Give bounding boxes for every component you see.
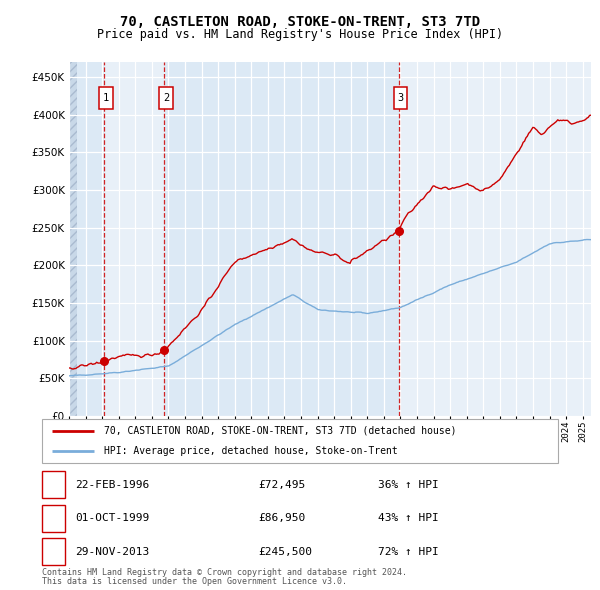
Text: 29-NOV-2013: 29-NOV-2013	[75, 547, 149, 557]
Text: 43% ↑ HPI: 43% ↑ HPI	[378, 513, 439, 523]
Text: Contains HM Land Registry data © Crown copyright and database right 2024.: Contains HM Land Registry data © Crown c…	[42, 568, 407, 577]
Text: 01-OCT-1999: 01-OCT-1999	[75, 513, 149, 523]
Text: 72% ↑ HPI: 72% ↑ HPI	[378, 547, 439, 557]
FancyBboxPatch shape	[99, 87, 113, 109]
Text: £245,500: £245,500	[258, 547, 312, 557]
Text: £72,495: £72,495	[258, 480, 305, 490]
Text: 2: 2	[163, 93, 169, 103]
Text: 1: 1	[103, 93, 109, 103]
Text: 3: 3	[50, 547, 56, 557]
Text: 70, CASTLETON ROAD, STOKE-ON-TRENT, ST3 7TD (detached house): 70, CASTLETON ROAD, STOKE-ON-TRENT, ST3 …	[104, 426, 457, 436]
Text: Price paid vs. HM Land Registry's House Price Index (HPI): Price paid vs. HM Land Registry's House …	[97, 28, 503, 41]
Text: This data is licensed under the Open Government Licence v3.0.: This data is licensed under the Open Gov…	[42, 578, 347, 586]
Text: 36% ↑ HPI: 36% ↑ HPI	[378, 480, 439, 490]
FancyBboxPatch shape	[159, 87, 173, 109]
Text: 70, CASTLETON ROAD, STOKE-ON-TRENT, ST3 7TD: 70, CASTLETON ROAD, STOKE-ON-TRENT, ST3 …	[120, 15, 480, 29]
Text: 2: 2	[50, 513, 56, 523]
Bar	[399, 62, 591, 416]
Text: HPI: Average price, detached house, Stoke-on-Trent: HPI: Average price, detached house, Stok…	[104, 446, 398, 456]
Text: £86,950: £86,950	[258, 513, 305, 523]
Text: 1: 1	[50, 480, 56, 490]
FancyBboxPatch shape	[394, 87, 407, 109]
FancyBboxPatch shape	[42, 419, 558, 463]
Text: 3: 3	[397, 93, 404, 103]
Bar	[69, 62, 77, 416]
Bar	[104, 62, 164, 416]
Text: 22-FEB-1996: 22-FEB-1996	[75, 480, 149, 490]
